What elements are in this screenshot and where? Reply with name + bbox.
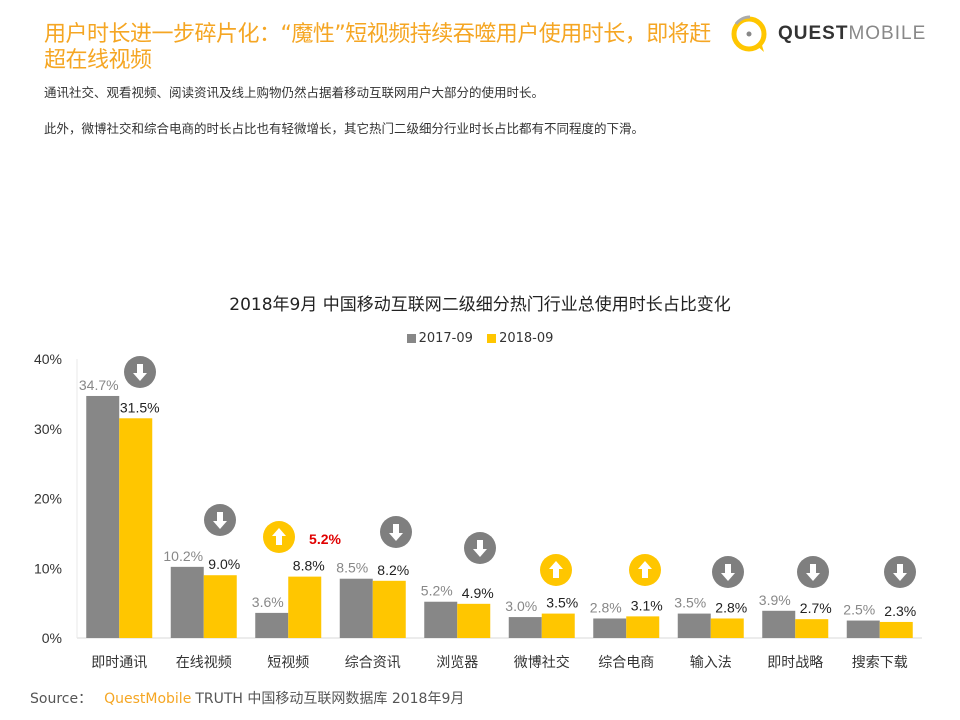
- bar-chart: 0% 10% 20% 30% 40% 34.7%31.5% 即时通讯 10.2% 9.0% 在线视…: [34, 351, 922, 670]
- data-label: 2.5%: [843, 602, 875, 618]
- bar-2017: [762, 610, 796, 638]
- data-label: 9.0%: [208, 556, 240, 572]
- bar-2017: [593, 618, 627, 638]
- page-title: 用户时长进一步碎片化：“魔性”短视频持续吞噬用户使用时长，即将赶超在线视频: [44, 22, 711, 73]
- x-tick-label: 综合电商: [598, 654, 654, 670]
- x-tick-label: 浏览器: [436, 654, 478, 670]
- description-2: 此外，微博社交和综合电商的时长占比也有轻微增长，其它热门二级细分行业时长占比都有…: [44, 121, 645, 136]
- arrow-up-icon: [263, 521, 295, 553]
- data-label: 3.5%: [674, 595, 706, 611]
- logo-icon: [731, 15, 767, 52]
- bar-2018: [541, 613, 575, 638]
- legend-2018: 2018-09: [487, 331, 553, 346]
- x-tick-label: 输入法: [690, 654, 732, 670]
- data-label: 4.9%: [462, 585, 494, 601]
- data-label: 2.7%: [800, 600, 832, 616]
- data-label: 3.9%: [759, 592, 791, 608]
- data-label: 34.7%: [79, 377, 119, 393]
- y-tick-label: 30%: [34, 421, 62, 437]
- y-tick-label: 20%: [34, 491, 62, 507]
- bar-2018: [203, 575, 237, 638]
- data-label: 5.2%: [421, 583, 453, 599]
- data-label: 3.6%: [252, 594, 284, 610]
- bar-2017: [170, 566, 204, 638]
- bar-2018: [372, 580, 406, 638]
- data-label: 2.8%: [715, 599, 747, 615]
- arrow-down-icon: [712, 556, 744, 588]
- logo: QUESTMOBILE: [728, 12, 926, 56]
- y-tick-label: 40%: [34, 351, 62, 367]
- data-label: 2.3%: [884, 603, 916, 619]
- logo-text: QUESTMOBILE: [778, 23, 927, 44]
- x-tick-label: 微博社交: [514, 654, 570, 670]
- bar-2017: [424, 601, 458, 638]
- bar-2017: [339, 578, 373, 638]
- arrow-up-icon: [540, 554, 572, 586]
- data-label: 3.0%: [505, 598, 537, 614]
- y-tick-label: 10%: [34, 560, 62, 576]
- data-label: 3.5%: [546, 595, 578, 611]
- x-tick-label: 即时战略: [767, 654, 823, 670]
- bar-2017: [255, 612, 289, 638]
- arrow-down-icon: [124, 356, 156, 388]
- arrow-up-icon: [629, 554, 661, 586]
- data-label: 2.8%: [590, 599, 622, 615]
- bar-2018: [710, 618, 744, 638]
- arrow-down-icon: [797, 556, 829, 588]
- bar-2018: [795, 619, 829, 638]
- growth-annotation: 5.2%: [309, 531, 341, 547]
- data-label: 3.1%: [631, 597, 663, 613]
- data-label: 31.5%: [120, 399, 160, 415]
- arrow-down-icon: [380, 516, 412, 548]
- bar-2018: [119, 418, 153, 638]
- bar-2017: [846, 620, 880, 638]
- bar-2018: [626, 616, 660, 638]
- x-tick-label: 短视频: [267, 654, 309, 670]
- x-tick-label: 综合资讯: [345, 654, 401, 670]
- legend-2017: 2017-09: [406, 331, 473, 346]
- source-note: Source： QuestMobile TRUTH 中国移动互联网数据库 2018年…: [30, 691, 465, 707]
- bar-2017: [508, 617, 542, 638]
- data-label: 8.8%: [293, 558, 325, 574]
- chart-title: 2018年9月 中国移动互联网二级细分热门行业总使用时长占比变化: [229, 295, 731, 315]
- data-label: 10.2%: [163, 548, 203, 564]
- description-1: 通讯社交、观看视频、阅读资讯及线上购物仍然占据着移动互联网用户大部分的使用时长。: [44, 85, 545, 100]
- bar-2018: [457, 603, 491, 638]
- data-label: 8.5%: [336, 560, 368, 576]
- bar-2017: [86, 395, 120, 638]
- arrow-down-icon: [464, 532, 496, 564]
- bar-2018: [288, 576, 322, 638]
- bar-2018: [879, 621, 913, 638]
- data-label: 8.2%: [377, 562, 409, 578]
- x-tick-label: 搜索下载: [852, 654, 908, 670]
- x-tick-label: 在线视频: [176, 654, 232, 670]
- legend: 2017-09 2018-09: [0, 331, 960, 347]
- bar-2017: [677, 613, 711, 638]
- x-tick-label: 即时通讯: [91, 654, 147, 670]
- arrow-down-icon: [884, 556, 916, 588]
- y-tick-label: 0%: [42, 630, 62, 646]
- arrow-down-icon: [204, 504, 236, 536]
